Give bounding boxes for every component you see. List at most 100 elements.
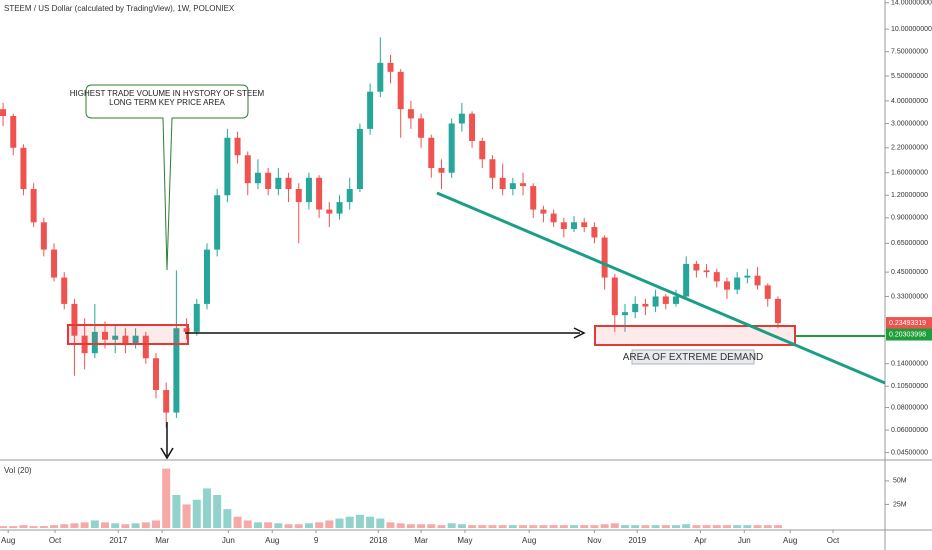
candle-body [295, 189, 302, 203]
callout-text: LONG TERM KEY PRICE AREA [109, 98, 225, 107]
x-tick-label: Oct [827, 536, 840, 545]
volume-bar [478, 525, 487, 528]
volume-bar [223, 509, 232, 528]
x-tick-label: Nov [587, 536, 601, 545]
candle-body [336, 202, 343, 214]
x-tick-label: 2018 [369, 536, 387, 545]
candle-body [275, 177, 282, 190]
candle-body [214, 195, 221, 250]
y-tick-label: 7.50000000 [891, 49, 928, 56]
volume-bar [753, 525, 762, 528]
volume-bar [141, 522, 150, 528]
x-tick-label: Jun [222, 536, 235, 545]
volume-bar [121, 524, 130, 528]
volume-bar [661, 525, 670, 528]
candle-body [764, 285, 771, 299]
volume-bar [539, 525, 548, 528]
candle-body [642, 303, 649, 307]
candle-body [703, 270, 710, 273]
candle-body [387, 62, 394, 72]
volume-bar [111, 523, 120, 528]
candle-body [285, 177, 292, 190]
y-tick-label: 5.50000000 [891, 73, 928, 80]
volume-bar [80, 522, 89, 528]
demand-label-box [631, 349, 755, 365]
candle-body [142, 335, 149, 359]
candle-body [591, 227, 598, 238]
x-tick-label: Mar [414, 536, 428, 545]
volume-bar [9, 526, 18, 528]
volume-bar [529, 525, 538, 528]
x-tick-label: Aug [783, 536, 797, 545]
y-tick-label: 0.04500000 [891, 449, 928, 456]
volume-bar [233, 516, 242, 528]
candle-body [489, 159, 496, 178]
volume-bar [447, 523, 456, 528]
candle-body [51, 249, 58, 278]
candle-body [0, 109, 7, 117]
volume-bar [773, 525, 782, 528]
volume-bar [641, 525, 650, 528]
x-tick-label: Mar [155, 536, 169, 545]
volume-bar [406, 524, 415, 528]
volume-bar [284, 524, 293, 528]
candle-body [112, 335, 119, 340]
volume-bar [90, 520, 99, 528]
candle-body [611, 277, 618, 316]
candle-body [234, 137, 241, 156]
candle-body [479, 140, 486, 160]
candle-body [550, 213, 557, 223]
volume-bar [671, 525, 680, 528]
volume-bar [468, 525, 477, 528]
volume-bar [488, 525, 497, 528]
chart-title: STEEM / US Dollar (calculated by Trading… [4, 4, 235, 13]
candle-body [672, 296, 679, 304]
candle-body [774, 298, 781, 324]
candle-body [683, 263, 690, 297]
callout-text: HIGHEST TRADE VOLUME IN HYSTORY OF STEEM [70, 89, 265, 98]
candle-body [438, 167, 445, 173]
price-tag-label: 0.23493319 [889, 320, 926, 327]
candle-body [163, 390, 170, 413]
volume-bar [743, 525, 752, 528]
candle-body [622, 312, 629, 316]
x-tick-label: Aug [265, 536, 279, 545]
x-tick-label: Oct [49, 536, 62, 545]
candle-body [173, 328, 180, 413]
volume-bar [376, 518, 385, 528]
candle-body [530, 186, 537, 210]
y-tick-label: 0.06000000 [891, 427, 928, 434]
y-tick-label: 1.60000000 [891, 170, 928, 177]
candle-body [102, 331, 109, 340]
volume-bar [192, 499, 201, 528]
candle-body [326, 209, 333, 214]
candle-body [693, 263, 700, 271]
trend-line [436, 191, 886, 385]
candle-body [499, 177, 506, 190]
candle-body [418, 118, 425, 138]
candle-body [571, 222, 578, 230]
y-tick-label: 0.33000000 [891, 293, 928, 300]
x-tick-label: Aug [1, 536, 15, 545]
volume-bar [559, 525, 568, 528]
x-tick-label: 2019 [628, 536, 646, 545]
volume-bar [621, 525, 630, 528]
candle-body [254, 172, 261, 184]
candle-body [520, 183, 527, 187]
candle-body [713, 272, 720, 282]
volume-bar [345, 516, 354, 528]
x-tick-label: Jun [738, 536, 751, 545]
volume-bar [692, 525, 701, 528]
volume-bar [315, 522, 324, 528]
key-zone [67, 324, 189, 345]
volume-bar [172, 495, 181, 528]
volume-bar [733, 525, 742, 528]
candle-body [407, 109, 414, 119]
candle-body [305, 177, 312, 203]
candle-body [132, 335, 139, 344]
y-tick-label: 4.00000000 [891, 98, 928, 105]
candle-body [560, 222, 567, 230]
volume-bar [722, 525, 731, 528]
x-tick-label: 2017 [109, 536, 127, 545]
